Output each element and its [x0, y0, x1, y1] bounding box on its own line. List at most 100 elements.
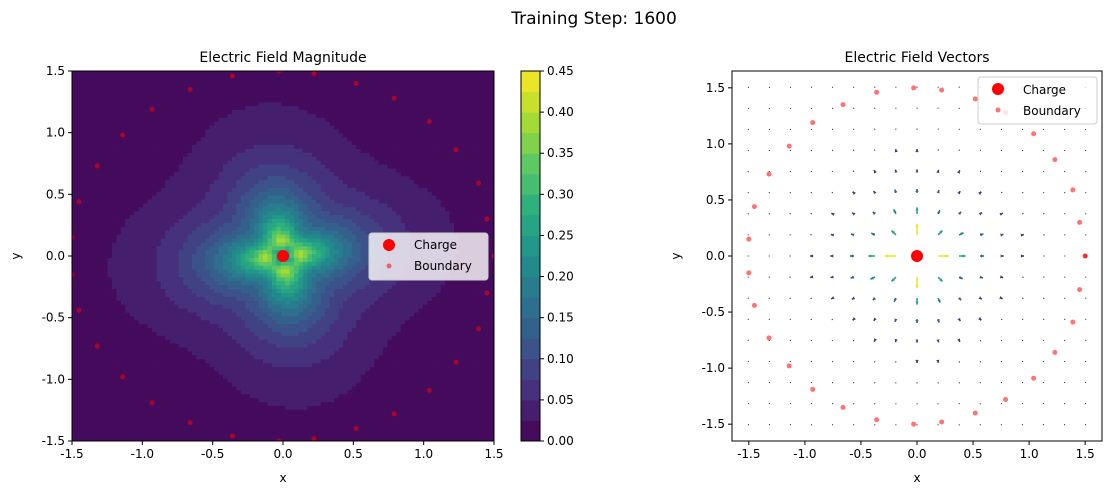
field-cell	[94, 121, 100, 127]
field-cell	[85, 257, 91, 263]
field-cell	[89, 98, 95, 103]
field-cell	[178, 195, 184, 201]
field-cell	[85, 176, 91, 181]
field-cell	[138, 141, 144, 146]
field-cell	[231, 293, 237, 298]
field-cell	[223, 246, 229, 251]
field-cell	[276, 121, 282, 127]
field-cell	[227, 164, 233, 169]
field-cell	[138, 160, 144, 166]
field-cell	[80, 164, 86, 169]
field-cell	[218, 238, 224, 243]
field-cell	[205, 129, 211, 134]
field-cell	[143, 199, 149, 205]
field-cell	[151, 180, 157, 185]
field-cell	[294, 172, 300, 177]
field-cell	[107, 417, 113, 423]
field-cell	[298, 168, 304, 173]
field-cell	[302, 152, 309, 158]
field-cell	[254, 370, 260, 376]
field-cell	[280, 109, 286, 115]
field-cell	[271, 164, 277, 169]
field-cell	[227, 417, 233, 423]
field-cell	[263, 117, 269, 123]
field-cell	[160, 141, 166, 146]
field-cell	[165, 355, 171, 360]
field-cell	[156, 413, 162, 419]
field-cell	[174, 320, 180, 325]
field-cell	[183, 113, 189, 119]
field-cell	[94, 102, 100, 107]
field-cell	[267, 215, 273, 220]
field-cell	[285, 191, 291, 197]
field-cell	[98, 312, 104, 317]
field-cell	[174, 211, 180, 216]
field-cell	[271, 195, 277, 201]
field-cell	[254, 409, 260, 415]
field-cell	[200, 94, 206, 99]
field-cell	[231, 226, 237, 232]
field-cell	[236, 367, 242, 372]
field-cell	[107, 351, 113, 356]
field-cell	[143, 113, 149, 119]
field-cell	[249, 148, 255, 154]
field-cell	[240, 215, 246, 220]
field-cell	[178, 125, 184, 131]
field-cell	[174, 277, 180, 282]
field-cell	[98, 257, 104, 263]
field-cell	[205, 351, 211, 356]
field-cell	[178, 117, 184, 123]
field-cell	[94, 296, 100, 302]
field-cell	[80, 378, 86, 384]
field-cell	[183, 176, 189, 181]
field-cell	[85, 254, 91, 259]
field-cell	[76, 203, 82, 208]
field-cell	[89, 183, 95, 189]
field-cell	[294, 109, 300, 115]
field-cell	[183, 285, 189, 290]
field-cell	[156, 382, 162, 388]
field-cell	[151, 125, 157, 131]
field-cell	[98, 421, 104, 427]
field-cell	[76, 296, 82, 302]
field-cell	[214, 390, 220, 395]
field-cell	[227, 242, 233, 247]
field-cell	[285, 417, 291, 423]
field-cell	[116, 90, 122, 95]
field-cell	[196, 102, 202, 107]
field-cell	[183, 102, 189, 107]
field-cell	[151, 195, 157, 201]
field-cell	[156, 234, 162, 240]
field-cell	[249, 417, 255, 423]
field-cell	[85, 370, 91, 376]
field-cell	[111, 145, 118, 150]
field-cell	[111, 230, 118, 236]
field-cell	[80, 425, 86, 430]
field-cell	[80, 71, 86, 76]
field-cell	[191, 145, 197, 150]
field-cell	[125, 211, 131, 216]
field-cell	[103, 71, 109, 76]
field-cell	[236, 394, 242, 399]
field-cell	[249, 172, 255, 177]
field-cell	[218, 269, 224, 275]
field-cell	[151, 289, 157, 294]
field-cell	[271, 285, 277, 290]
field-cell	[271, 378, 277, 384]
field-cell	[85, 316, 91, 321]
field-cell	[249, 265, 255, 271]
field-cell	[231, 125, 237, 131]
field-cell	[271, 421, 277, 427]
field-cell	[236, 125, 242, 131]
field-cell	[289, 359, 295, 364]
field-cell	[263, 409, 269, 415]
field-cell	[76, 425, 82, 430]
field-cell	[76, 164, 82, 169]
field-cell	[205, 390, 211, 395]
field-cell	[298, 211, 304, 216]
field-cell	[209, 413, 215, 419]
field-cell	[169, 437, 175, 441]
field-cell	[227, 308, 233, 314]
field-cell	[85, 222, 91, 228]
field-cell	[89, 199, 95, 205]
